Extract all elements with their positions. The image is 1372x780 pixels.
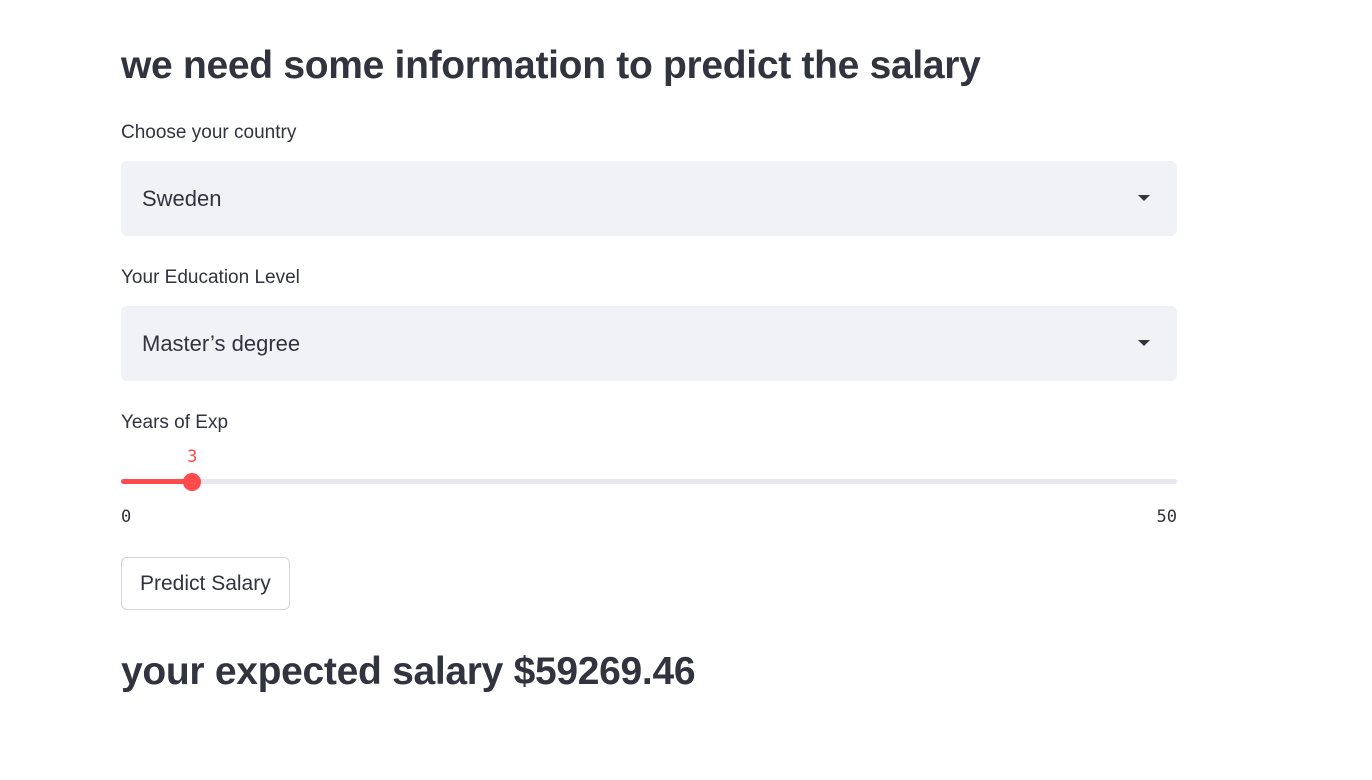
education-selected-value: Master’s degree: [142, 331, 301, 356]
slider-fill: [121, 479, 193, 484]
slider-track[interactable]: [121, 479, 1177, 484]
chevron-down-icon: [1138, 340, 1150, 346]
page-title: we need some information to predict the …: [121, 44, 981, 87]
salary-result: your expected salary $59269.46: [121, 650, 696, 693]
slider-thumb[interactable]: [183, 473, 202, 491]
experience-label: Years of Exp: [121, 412, 229, 433]
experience-slider[interactable]: 3 0 50: [121, 445, 1177, 535]
education-select[interactable]: Master’s degree: [121, 306, 1177, 381]
country-select[interactable]: Sweden: [121, 161, 1177, 236]
predict-salary-button[interactable]: Predict Salary: [121, 557, 290, 610]
slider-max-label: 50: [1156, 507, 1177, 527]
slider-current-value: 3: [187, 447, 198, 467]
education-label: Your Education Level: [121, 267, 300, 288]
slider-min-label: 0: [121, 507, 132, 527]
chevron-down-icon: [1138, 195, 1150, 201]
country-label: Choose your country: [121, 122, 297, 143]
country-selected-value: Sweden: [142, 186, 222, 211]
